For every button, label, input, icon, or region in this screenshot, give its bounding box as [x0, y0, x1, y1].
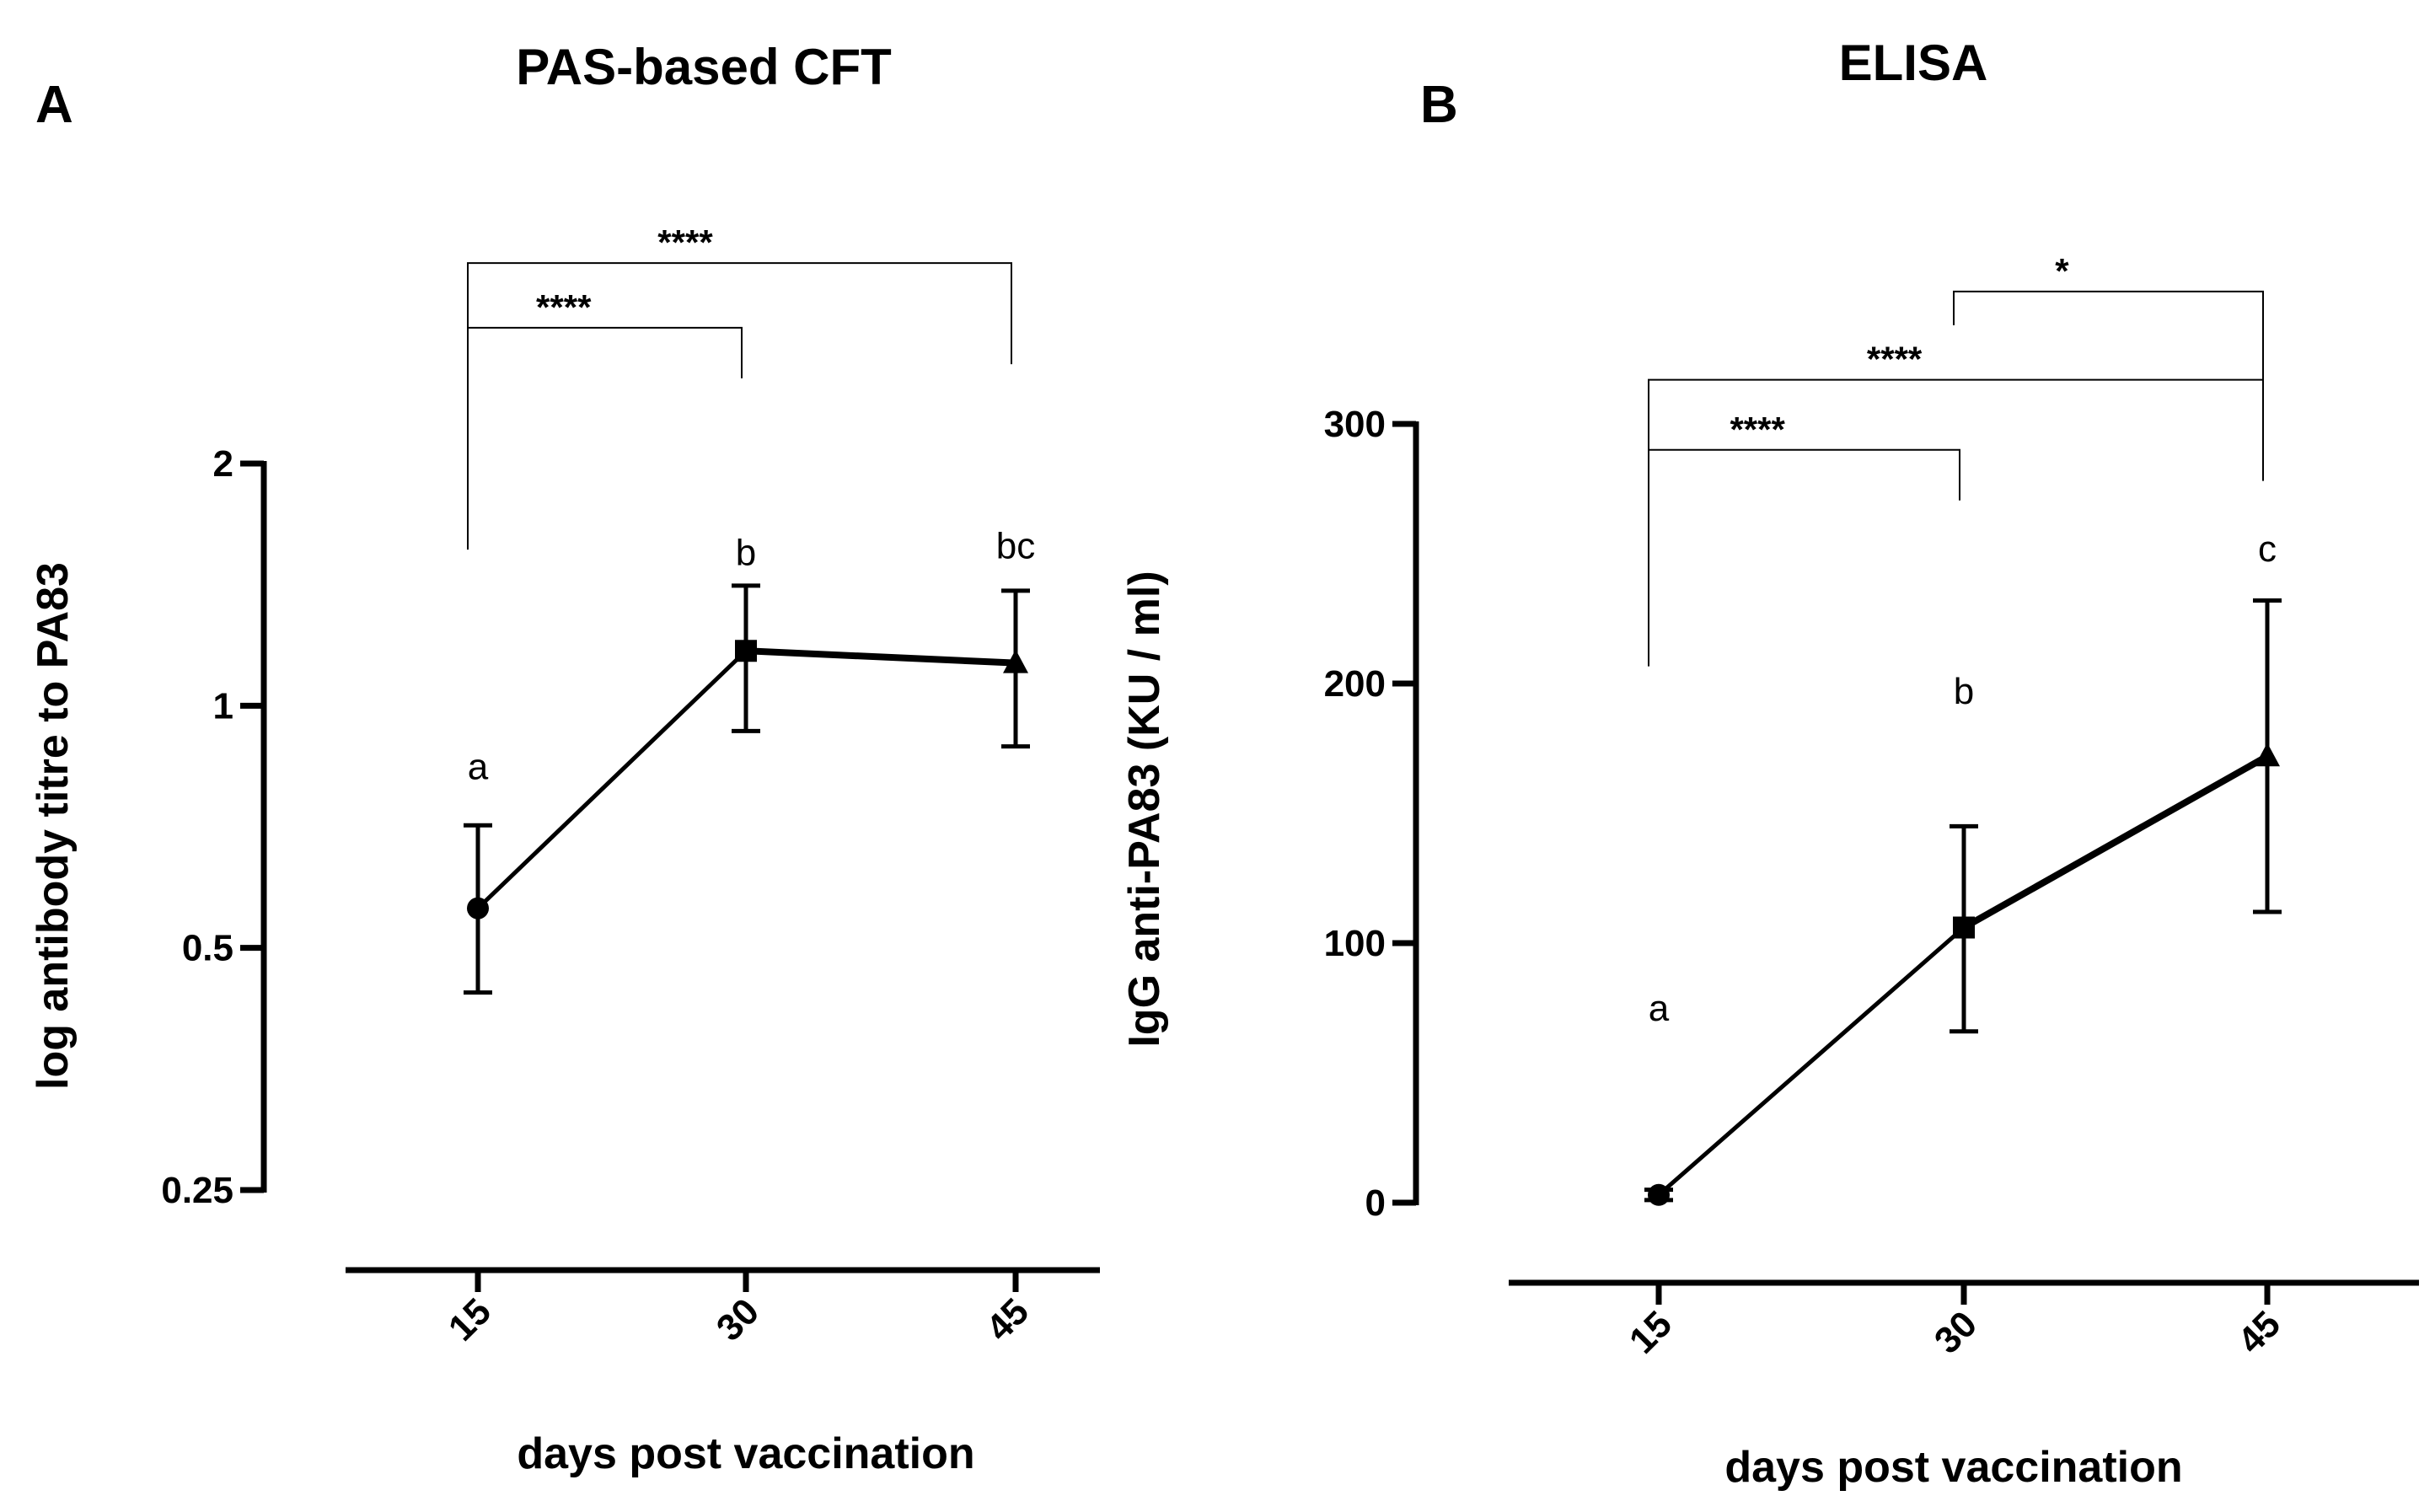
panel-a-y-tick-label: 1	[213, 685, 233, 727]
panel-b-point-circle	[1648, 1183, 1670, 1206]
panel-b-y-tick-label: 100	[1324, 923, 1386, 964]
panel-b-comparison-bracket	[1648, 378, 2264, 667]
panel-a-x-axis-title: days post vaccination	[517, 1429, 974, 1478]
panel-a: A PAS-based CFT log antibody titre to PA…	[29, 39, 1100, 1478]
panel-a-point-circle	[467, 897, 489, 920]
panel-b-y-tick-label: 0	[1365, 1182, 1386, 1224]
panel-a-significance-letter: b	[736, 533, 756, 574]
panel-a-comparison-bracket	[467, 262, 1012, 550]
panel-a-y-tick-label: 2	[213, 443, 233, 485]
panel-b-point-triangle	[2255, 743, 2280, 767]
panel-a-letter: A	[35, 76, 73, 134]
panel-a-x-tick-label: 30	[709, 1290, 767, 1348]
panel-b-x-tick-label: 45	[2230, 1303, 2288, 1361]
panel-a-point-triangle	[1003, 649, 1028, 673]
panel-b-y-tick-label: 200	[1324, 663, 1386, 705]
panel-b-significance-letter: b	[1954, 671, 1974, 712]
panel-b-title: ELISA	[1839, 35, 1988, 91]
panel-b-y-tick-label: 300	[1324, 404, 1386, 445]
panel-a-plot: 0.25 0.5 1 2 15 30 45 a b bc **** ****	[161, 223, 1100, 1349]
panel-b-comparison-bracket	[1953, 290, 2264, 393]
panel-a-y-tick-label: 0.5	[182, 928, 233, 969]
panel-b-letter: B	[1420, 76, 1458, 134]
panel-b-comparison-label: *	[2055, 251, 2069, 291]
panel-a-x-tick-label: 15	[441, 1290, 499, 1348]
panel-a-point-square	[735, 640, 757, 662]
panel-a-y-tick-label: 0.25	[161, 1170, 233, 1211]
panel-b-point-square	[1953, 916, 1975, 939]
panel-a-x-tick-label: 45	[979, 1290, 1037, 1348]
panel-b-x-tick-label: 15	[1622, 1303, 1680, 1361]
panel-a-y-axis-title: log antibody titre to PA83	[29, 562, 78, 1090]
panel-b: B ELISA IgG anti-PA83 (KU / ml) days pos…	[1120, 35, 2419, 1492]
panel-a-comparison-bracket	[467, 326, 743, 442]
panel-b-comparison-bracket	[1648, 448, 1960, 564]
panel-b-y-axis-title: IgG anti-PA83 (KU / ml)	[1120, 571, 1169, 1047]
panel-b-significance-letter: c	[2258, 528, 2277, 570]
panel-a-comparison-label: ****	[536, 287, 592, 327]
panel-a-significance-letter: bc	[996, 526, 1035, 567]
panel-a-series-line	[475, 648, 748, 911]
panel-b-x-axis-title: days post vaccination	[1724, 1443, 2182, 1492]
panel-b-comparison-label: ****	[1867, 340, 1923, 379]
panel-b-significance-letter: a	[1649, 988, 1670, 1029]
panel-b-comparison-label: ****	[1730, 410, 1785, 449]
panel-a-title: PAS-based CFT	[516, 39, 892, 95]
panel-b-series-line	[1960, 753, 2271, 931]
panel-a-significance-letter: a	[468, 747, 489, 788]
panel-b-x-tick-label: 30	[1927, 1303, 1985, 1361]
panel-b-series-line	[1656, 925, 1966, 1198]
panel-a-series-line	[743, 647, 1019, 667]
panel-a-comparison-label: ****	[657, 223, 713, 262]
